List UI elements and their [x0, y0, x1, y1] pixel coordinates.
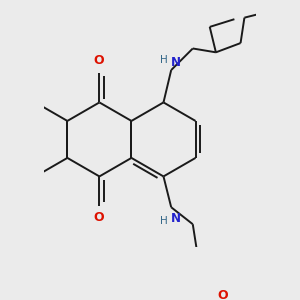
Text: O: O	[218, 289, 228, 300]
Text: O: O	[93, 212, 104, 224]
Text: H: H	[160, 217, 168, 226]
Text: H: H	[160, 56, 168, 65]
Text: O: O	[93, 54, 104, 68]
Text: N: N	[171, 212, 181, 225]
Text: N: N	[171, 56, 181, 68]
